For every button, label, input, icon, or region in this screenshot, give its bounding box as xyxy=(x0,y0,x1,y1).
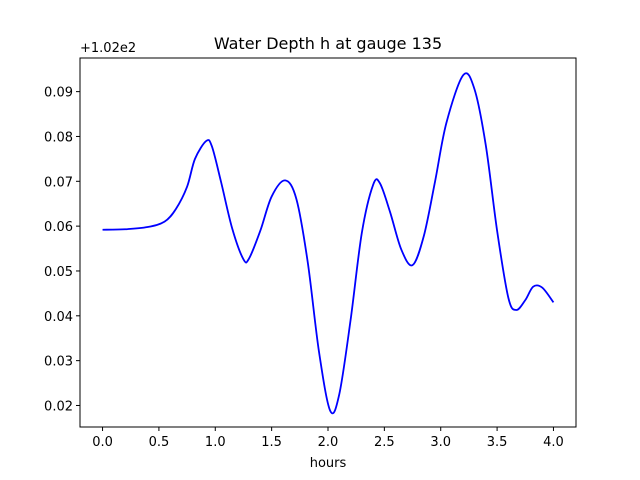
x-tick-label: 2.0 xyxy=(318,435,339,450)
x-axis-label: hours xyxy=(310,456,347,471)
plot-frame xyxy=(79,57,577,428)
chart-title: Water Depth h at gauge 135 xyxy=(214,34,442,53)
y-tick-label: 0.08 xyxy=(44,130,73,145)
y-tick-label: 0.06 xyxy=(44,220,73,235)
y-tick-label: 0.04 xyxy=(44,310,73,325)
y-offset-label: +1.02e2 xyxy=(80,41,136,56)
x-tick-label: 4.0 xyxy=(543,435,564,450)
y-tick-label: 0.09 xyxy=(44,86,73,101)
y-tick-label: 0.05 xyxy=(44,265,73,280)
x-tick-label: 1.5 xyxy=(261,435,282,450)
x-tick-label: 0.0 xyxy=(92,435,113,450)
x-tick-label: 2.5 xyxy=(374,435,395,450)
x-tick-label: 1.0 xyxy=(205,435,226,450)
series-line xyxy=(102,72,555,415)
x-tick-label: 3.5 xyxy=(487,435,508,450)
y-tick-label: 0.03 xyxy=(44,355,73,370)
plot-area: 0.0 0.5 1.0 1.5 2.0 2.5 3.0 3.5 4.0 0.02 0.03 0.04 0… xyxy=(44,72,564,450)
y-tick-label: 0.07 xyxy=(44,175,73,190)
x-tick-label: 0.5 xyxy=(149,435,170,450)
x-tick-label: 3.0 xyxy=(430,435,451,450)
y-tick-label: 0.02 xyxy=(44,399,73,414)
